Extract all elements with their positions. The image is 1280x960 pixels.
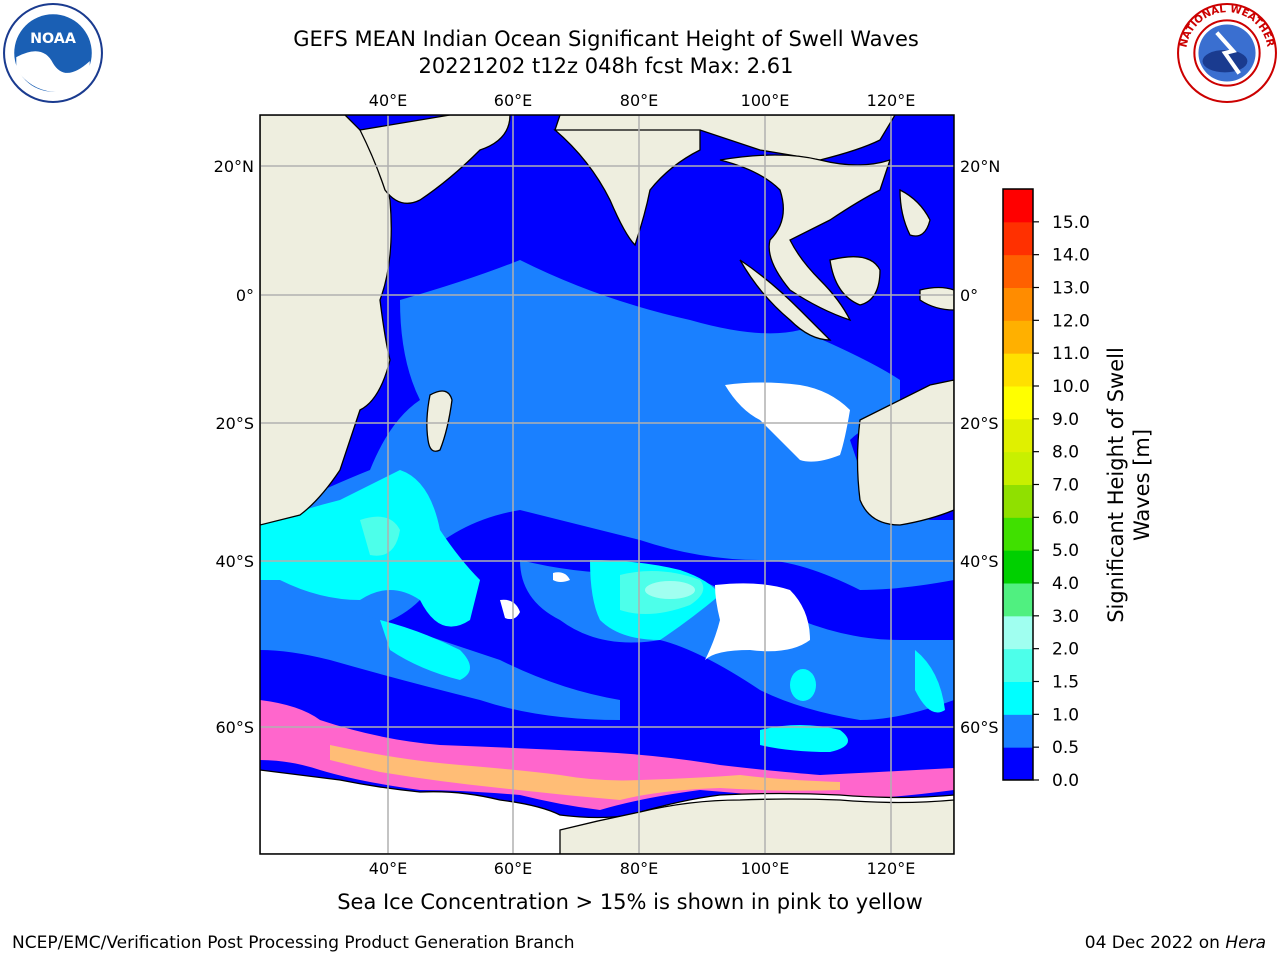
sea-ice-yellow: [330, 745, 840, 800]
swell-band-1.0-1.5-antarctic: [760, 725, 848, 752]
colorbar-tick-label: 9.0: [1052, 410, 1079, 430]
sea-ice-footnote: Sea Ice Concentration > 15% is shown in …: [337, 890, 923, 914]
lon-label: 100°E: [741, 91, 790, 110]
colorbar-segment: [1003, 484, 1033, 518]
map-frame: [259, 114, 955, 855]
colorbar-segment: [1003, 681, 1033, 715]
colorbar-segment: [1003, 747, 1033, 781]
lon-label: 100°E: [741, 859, 790, 878]
colorbar-segment: [1003, 386, 1033, 420]
lat-label: 20°N: [214, 157, 254, 176]
lon-label: 80°E: [620, 91, 658, 110]
chart-subtitle: 20221202 t12z 048h fcst Max: 2.61: [418, 54, 794, 78]
lat-label: 20°S: [960, 414, 999, 433]
lon-label: 60°E: [494, 859, 532, 878]
lat-label: 0°: [960, 286, 978, 305]
colorbar-segment: [1003, 648, 1033, 682]
lon-label: 60°E: [494, 91, 532, 110]
lon-label: 80°E: [620, 859, 658, 878]
colorbar-segment: [1003, 320, 1033, 354]
lat-label: 20°N: [960, 157, 1000, 176]
swell-band-1.0-1.5-se: [915, 650, 945, 713]
lat-labels-right: 20°N 0° 20°S 40°S 60°S: [960, 157, 1000, 737]
colorbar-tick-label: 11.0: [1052, 344, 1090, 364]
land-madagascar: [426, 390, 453, 452]
lat-label: 60°S: [960, 718, 999, 737]
colorbar-segment: [1003, 583, 1033, 617]
land-antarctica: [559, 798, 954, 854]
colorbar-segment: [1003, 221, 1033, 256]
colorbar-tick-label: 6.0: [1052, 508, 1079, 528]
map-area: [260, 115, 954, 854]
colorbar-tick-label: 2.0: [1052, 640, 1079, 660]
lat-labels-left: 20°N 0° 20°S 40°S 60°S: [214, 157, 254, 737]
colorbar-segment: [1003, 615, 1033, 650]
colorbar-segment: [1003, 353, 1033, 387]
lat-label: 40°S: [215, 552, 254, 571]
lon-label: 120°E: [867, 859, 916, 878]
lat-label: 20°S: [215, 414, 254, 433]
colorbar-segment: [1003, 287, 1033, 321]
colorbar-tick-label: 0.0: [1052, 771, 1079, 791]
swell-band-1.0-1.5-sw2: [380, 620, 470, 680]
land-sumatra-borneo: [739, 256, 881, 341]
credit-date: 04 Dec 2022 on Hera: [1085, 933, 1266, 953]
colorbar-tick-label: 7.0: [1052, 476, 1079, 496]
colorbar-segment: [1003, 550, 1033, 584]
colorbar-tick-label: 1.0: [1052, 705, 1079, 725]
swell-band-1.0-1.5-blob: [790, 669, 816, 701]
lon-label: 40°E: [369, 859, 407, 878]
colorbar-tick-label: 0.5: [1052, 738, 1079, 758]
colorbar-segment: [1003, 714, 1033, 748]
land-philippines: [899, 188, 931, 237]
colorbar-tick-label: 5.0: [1052, 541, 1079, 561]
colorbar-segment: [1003, 189, 1033, 223]
mask-crozet: [553, 572, 570, 582]
colorbar-ticks: 0.0 0.5 1.0 1.5 2.0 3.0 4.0 5.0 6.0 7.0 8.0 9.0 10.0…: [1033, 213, 1090, 791]
colorbar-tick-label: 10.0: [1052, 377, 1090, 397]
lat-label: 60°S: [215, 718, 254, 737]
swell-band-1.5-2.0-sw: [360, 516, 400, 556]
credit-host: Hera: [1225, 933, 1266, 953]
lat-label: 40°S: [960, 552, 999, 571]
lon-labels-bottom: 40°E 60°E 80°E 100°E 120°E: [369, 859, 916, 878]
credit-date-text: 04 Dec 2022 on: [1084, 933, 1226, 953]
colorbar-tick-label: 4.0: [1052, 574, 1079, 594]
chart-title: GEFS MEAN Indian Ocean Significant Heigh…: [293, 27, 919, 51]
colorbar-tick-label: 14.0: [1052, 246, 1090, 266]
mask-west-australia: [725, 382, 850, 462]
lon-labels-top: 40°E 60°E 80°E 100°E 120°E: [369, 91, 916, 110]
credit-branch: NCEP/EMC/Verification Post Processing Pr…: [12, 933, 575, 953]
colorbar-tick-label: 8.0: [1052, 443, 1079, 463]
nws-logo: NATIONAL WEATHER SERVICE: [1176, 2, 1277, 103]
land-se-asia: [719, 154, 892, 322]
colorbar-segment: [1003, 451, 1033, 485]
colorbar-segment: [1003, 418, 1033, 453]
noaa-logo: NOAA: [3, 3, 103, 103]
colorbar-tick-label: 12.0: [1052, 311, 1090, 331]
colorbar-tick-label: 13.0: [1052, 279, 1090, 299]
mask-kerguelen: [500, 599, 520, 620]
colorbar-segment: [1003, 254, 1033, 288]
lon-label: 120°E: [867, 91, 916, 110]
colorbar-label-line1: Significant Height of Swell: [1104, 347, 1128, 623]
mask-southern: [705, 583, 810, 660]
colorbar-label: Significant Height of Swell Waves [m]: [1104, 347, 1154, 623]
lon-label: 40°E: [369, 91, 407, 110]
swell-band-2.0-3.0: [645, 581, 695, 599]
colorbar-label-line2: Waves [m]: [1130, 429, 1154, 541]
colorbar: [1003, 189, 1033, 781]
colorbar-tick-label: 15.0: [1052, 213, 1090, 233]
map-grid: [260, 115, 954, 854]
land-australia: [856, 379, 954, 526]
lat-label: 0°: [236, 286, 254, 305]
colorbar-tick-label: 3.0: [1052, 607, 1079, 627]
land-new-guinea: [919, 286, 954, 311]
colorbar-segment: [1003, 517, 1033, 551]
noaa-logo-text: NOAA: [30, 31, 76, 47]
colorbar-tick-label: 1.5: [1052, 673, 1079, 693]
